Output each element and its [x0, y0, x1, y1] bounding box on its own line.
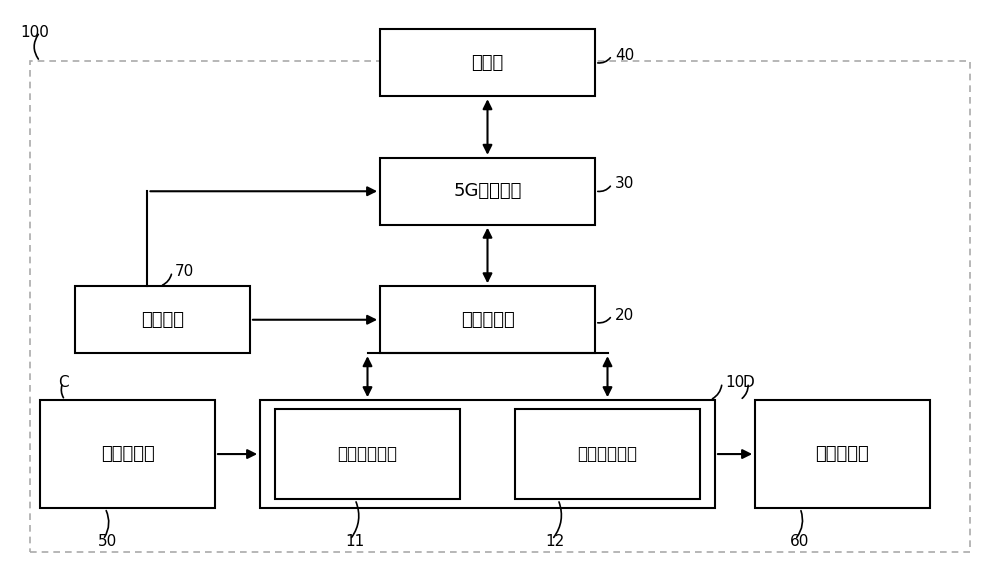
- Text: 电源模块: 电源模块: [141, 311, 184, 329]
- Text: 100: 100: [20, 25, 49, 40]
- Text: 70: 70: [175, 264, 194, 279]
- Text: C: C: [58, 375, 69, 390]
- Bar: [260, 400, 715, 508]
- Bar: [380, 29, 595, 96]
- Bar: [755, 400, 930, 508]
- Text: 电机驱动板: 电机驱动板: [461, 311, 514, 329]
- Text: 20: 20: [615, 308, 634, 323]
- Text: 控制器: 控制器: [471, 54, 504, 72]
- Text: 40: 40: [615, 48, 634, 63]
- Bar: [40, 400, 215, 508]
- Text: 30: 30: [615, 176, 634, 192]
- Bar: [75, 286, 250, 353]
- Text: 直线运动动子: 直线运动动子: [338, 445, 398, 463]
- Text: 10: 10: [725, 375, 744, 390]
- Text: 11: 11: [345, 534, 364, 550]
- Text: 5G通信模块: 5G通信模块: [453, 182, 522, 200]
- Text: 12: 12: [545, 534, 564, 550]
- Text: D: D: [742, 375, 754, 390]
- Bar: [30, 61, 970, 552]
- Text: 旋转运动动子: 旋转运动动子: [578, 445, 638, 463]
- Bar: [515, 409, 700, 499]
- Text: 60: 60: [790, 534, 809, 550]
- Bar: [275, 409, 460, 499]
- Text: 旋转编码器: 旋转编码器: [816, 445, 869, 463]
- Text: 50: 50: [98, 534, 117, 550]
- Bar: [380, 286, 595, 353]
- Bar: [380, 158, 595, 225]
- Text: 直线编码器: 直线编码器: [101, 445, 154, 463]
